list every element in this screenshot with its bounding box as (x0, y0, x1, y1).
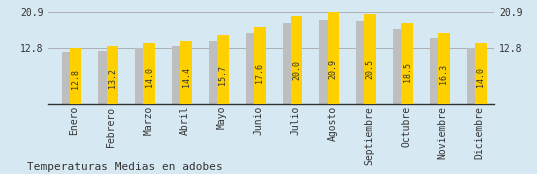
Bar (356, 21, 368, 104)
Text: 16.3: 16.3 (439, 64, 448, 84)
Text: 20.5: 20.5 (366, 59, 375, 79)
Text: 15.7: 15.7 (219, 65, 228, 85)
Bar (430, 38, 442, 104)
Bar (365, 14, 376, 104)
Text: 20.0: 20.0 (292, 60, 301, 80)
Bar (143, 43, 155, 104)
Bar (467, 48, 478, 104)
Bar (98, 51, 110, 104)
Bar (70, 48, 82, 104)
Bar (135, 48, 147, 104)
Bar (282, 23, 294, 104)
Bar (475, 43, 487, 104)
Text: 18.5: 18.5 (403, 62, 411, 82)
Text: 14.4: 14.4 (182, 67, 191, 87)
Bar (62, 53, 74, 104)
Text: 20.9: 20.9 (329, 59, 338, 79)
Bar (209, 41, 221, 104)
Bar (393, 29, 405, 104)
Text: 14.0: 14.0 (476, 67, 485, 87)
Text: 13.2: 13.2 (108, 68, 117, 88)
Bar (401, 23, 413, 104)
Text: 14.0: 14.0 (145, 67, 154, 87)
Bar (217, 35, 229, 104)
Bar (438, 33, 450, 104)
Bar (320, 20, 331, 104)
Text: 12.8: 12.8 (71, 69, 80, 89)
Bar (254, 27, 266, 104)
Bar (106, 46, 118, 104)
Bar (172, 46, 184, 104)
Bar (328, 12, 339, 104)
Text: 17.6: 17.6 (255, 63, 264, 83)
Bar (180, 41, 192, 104)
Bar (246, 33, 258, 104)
Bar (291, 16, 302, 104)
Text: Temperaturas Medias en adobes: Temperaturas Medias en adobes (27, 162, 223, 172)
